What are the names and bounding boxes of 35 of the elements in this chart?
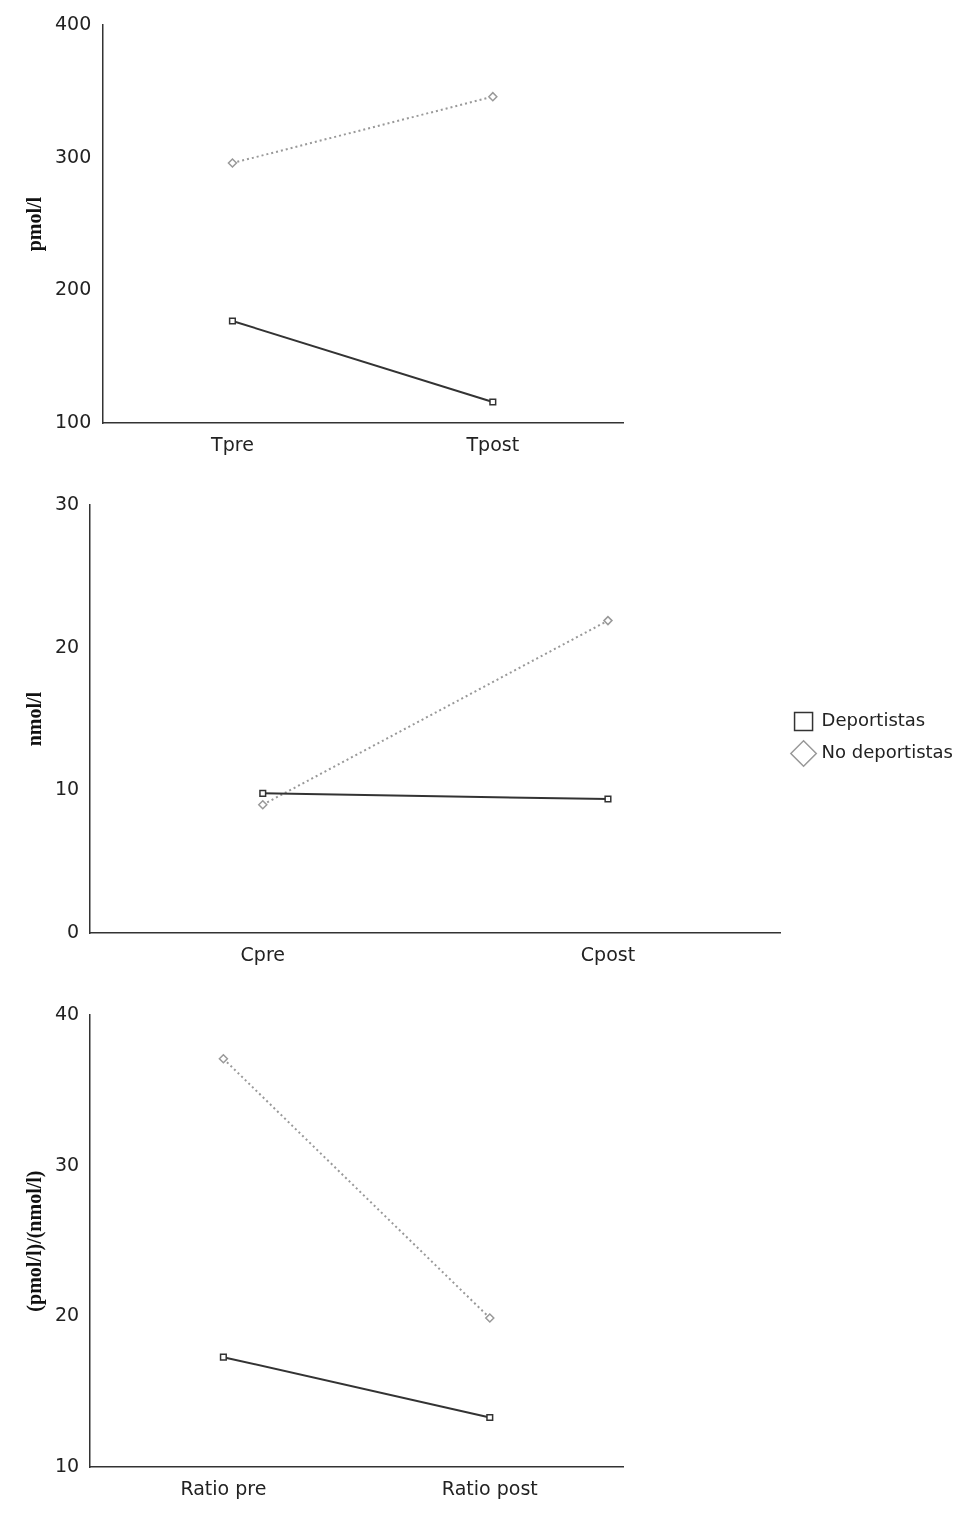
y-axis-title: pmol/l	[23, 196, 47, 252]
x-tick-label: Ratio post	[441, 1476, 538, 1499]
y-tick-label: 40	[54, 1001, 80, 1024]
y-tick-label: 10	[54, 777, 80, 800]
point	[218, 1053, 229, 1064]
point	[219, 1353, 227, 1361]
x-tick-label: Cpost	[580, 942, 636, 965]
y-tick-label: 20	[54, 634, 80, 657]
x-tick-label: Cpre	[240, 942, 285, 965]
y-tick-label: 100	[55, 410, 92, 433]
x-tick-label: Tpost	[465, 432, 520, 455]
point	[227, 158, 238, 168]
point	[486, 1413, 494, 1422]
legend-label: Deportistas	[821, 709, 926, 731]
y-tick-label: 30	[54, 1152, 80, 1175]
y-tick-label: 0	[67, 920, 80, 943]
point	[603, 615, 613, 626]
point	[228, 317, 237, 325]
y-axis-title: (pmol/l)/(nmol/l)	[23, 1170, 47, 1312]
y-tick-label: 20	[54, 1303, 80, 1326]
y-tick-label: 30	[54, 491, 80, 514]
y-tick-label: 300	[55, 144, 92, 167]
point	[258, 799, 268, 810]
point	[485, 1313, 495, 1323]
y-tick-label: 10	[54, 1454, 80, 1477]
y-axis-title: nmol/l	[23, 691, 46, 747]
point	[488, 91, 498, 102]
x-tick-label: Ratio pre	[180, 1476, 267, 1499]
legend-label: No deportistas	[821, 741, 954, 763]
y-tick-label: 400	[55, 11, 92, 34]
point	[604, 795, 612, 803]
y-tick-label: 200	[55, 277, 92, 300]
point	[489, 398, 497, 406]
x-tick-label: Tpre	[210, 432, 254, 455]
point	[259, 789, 267, 797]
